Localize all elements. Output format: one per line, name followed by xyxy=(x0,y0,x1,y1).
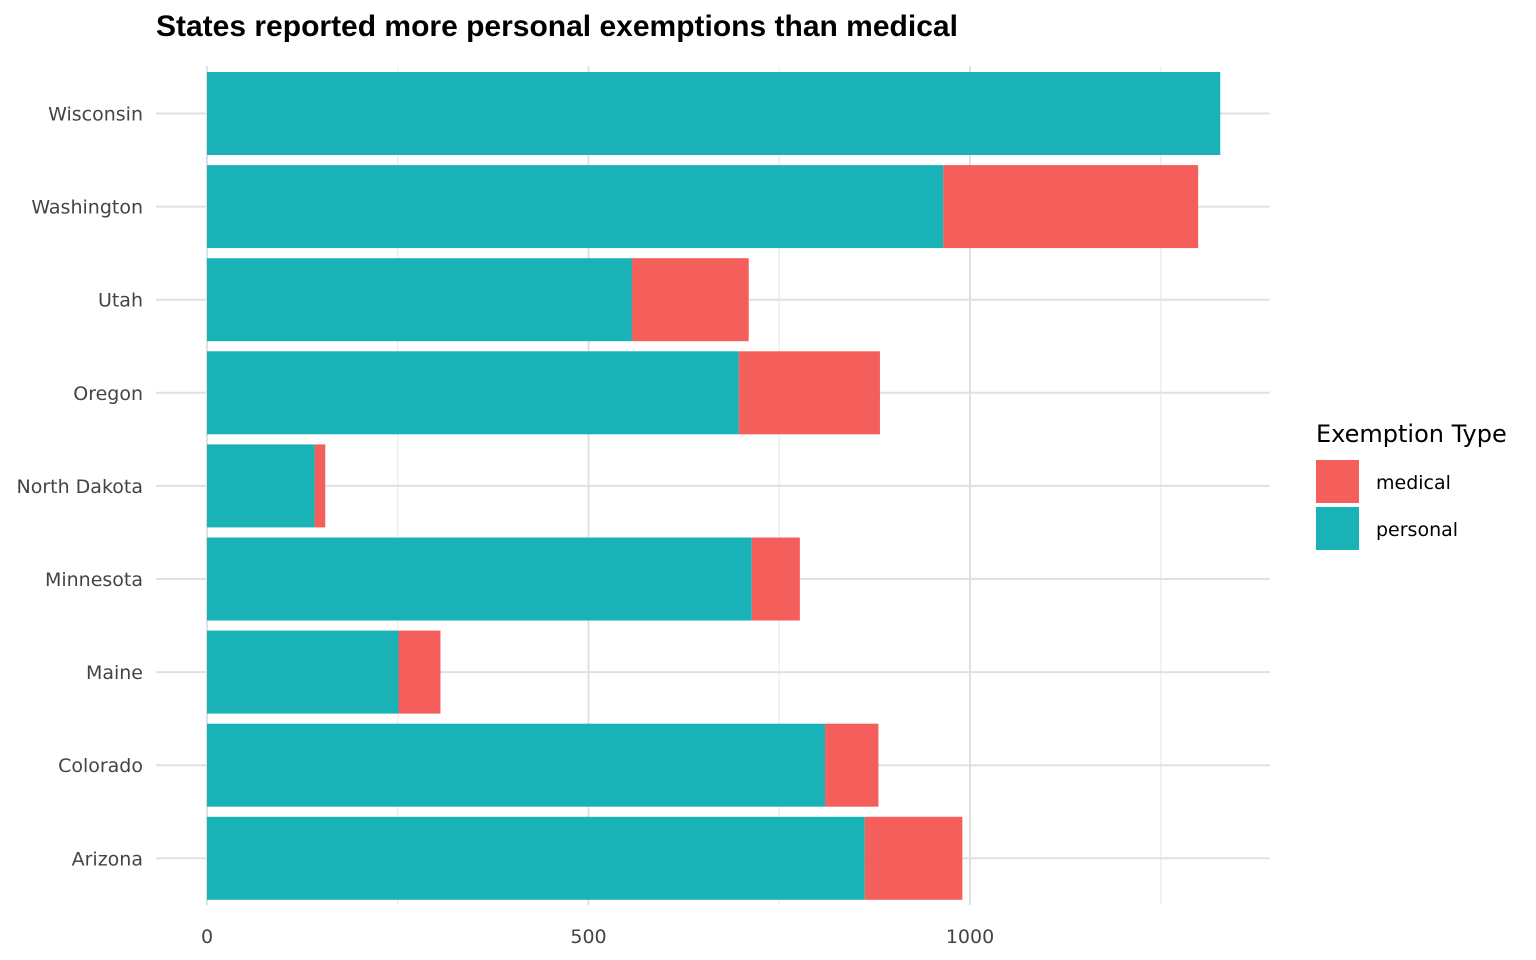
bar-medical-washington xyxy=(943,165,1199,249)
category-label: Minnesota xyxy=(45,569,143,591)
bar-medical-minnesota xyxy=(751,537,800,621)
chart-title: States reported more personal exemptions… xyxy=(156,10,958,43)
category-label: Washington xyxy=(31,197,143,219)
bar-medical-oregon xyxy=(738,351,880,435)
bar-medical-north-dakota xyxy=(314,444,326,528)
category-label: Arizona xyxy=(72,848,143,870)
category-label: Colorado xyxy=(58,755,143,777)
category-label: Oregon xyxy=(73,383,143,405)
bar-medical-utah xyxy=(631,258,749,342)
bar-personal-maine xyxy=(207,630,399,714)
bar-personal-wisconsin xyxy=(207,72,1221,155)
x-tick-label: 1000 xyxy=(946,926,994,948)
bar-personal-colorado xyxy=(207,723,826,807)
legend-swatch-personal xyxy=(1316,507,1359,550)
bar-personal-minnesota xyxy=(207,537,752,621)
category-label: Wisconsin xyxy=(48,104,143,126)
x-tick-label: 500 xyxy=(570,926,606,948)
bar-personal-utah xyxy=(207,258,632,342)
bar-personal-arizona xyxy=(207,816,865,900)
bar-personal-north-dakota xyxy=(207,444,315,528)
category-label: Utah xyxy=(98,290,143,312)
x-tick-label: 0 xyxy=(201,926,213,948)
bar-personal-washington xyxy=(207,165,944,249)
category-label: North Dakota xyxy=(17,476,144,498)
x-axis-labels: 0 500 1000 xyxy=(201,926,994,948)
legend-swatch-medical xyxy=(1316,460,1359,503)
bar-medical-arizona xyxy=(864,816,963,900)
category-label: Maine xyxy=(86,662,143,684)
legend-title: Exemption Type xyxy=(1316,420,1507,448)
legend-label-medical: medical xyxy=(1376,472,1451,494)
legend: Exemption Type medical personal xyxy=(1316,420,1507,550)
legend-label-personal: personal xyxy=(1376,519,1458,541)
bar-personal-oregon xyxy=(207,351,739,435)
bar-medical-colorado xyxy=(825,723,879,807)
bars xyxy=(207,72,1221,900)
bar-medical-maine xyxy=(398,630,441,714)
y-axis-labels: Wisconsin Washington Utah Oregon North Dakot… xyxy=(17,104,144,871)
